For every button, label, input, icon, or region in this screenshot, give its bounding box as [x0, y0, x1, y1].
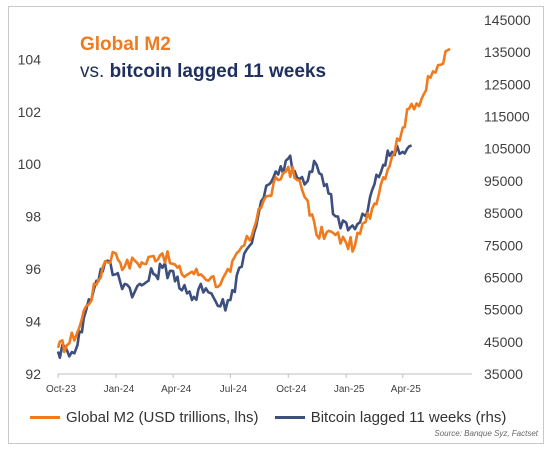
legend-item-m2: Global M2 (USD trillions, lhs)	[30, 409, 259, 426]
y-right-tick-label: 45000	[484, 334, 523, 350]
x-tick-label: Jan-24	[104, 384, 135, 395]
legend-label-btc: Bitcoin lagged 11 weeks (rhs)	[310, 409, 507, 426]
x-tick-label: Jan-25	[334, 384, 365, 395]
legend-item-btc: Bitcoin lagged 11 weeks (rhs)	[274, 409, 507, 426]
y-right-tick-label: 115000	[484, 109, 530, 125]
y-right-tick-label: 135000	[484, 44, 531, 60]
source-note: Source: Banque Syz, Factset	[434, 429, 538, 438]
x-tick-label: Oct-23	[46, 384, 76, 395]
y-left-tick-label: 104	[18, 51, 42, 67]
y-right-tick-label: 95000	[484, 173, 523, 189]
y-right-tick-label: 85000	[484, 205, 523, 221]
y-left-tick-label: 102	[18, 104, 42, 120]
legend-label-m2: Global M2 (USD trillions, lhs)	[66, 409, 259, 426]
y-right-tick-label: 125000	[484, 76, 531, 92]
chart-legend: Global M2 (USD trillions, lhs) Bitcoin l…	[30, 406, 518, 426]
x-tick-label: Jul-24	[220, 384, 248, 395]
x-tick-label: Apr-25	[391, 384, 421, 395]
y-left-tick-label: 98	[25, 209, 41, 225]
y-left-tick-label: 94	[25, 314, 41, 330]
chart-title-line2: vs. bitcoin lagged 11 weeks	[80, 61, 326, 83]
y-left-tick-label: 100	[18, 156, 42, 172]
x-tick-label: Apr-24	[161, 384, 191, 395]
y-left-tick-label: 92	[25, 366, 41, 382]
chart-frame	[8, 6, 544, 444]
y-right-tick-label: 65000	[484, 269, 523, 285]
y-right-tick-label: 55000	[484, 302, 523, 318]
chart-title-line1: Global M2	[80, 34, 171, 55]
y-right-tick-label: 35000	[484, 366, 523, 382]
chart-title-prefix: vs.	[80, 61, 110, 82]
y-right-tick-label: 145000	[484, 12, 531, 28]
y-left-tick-label: 96	[25, 261, 41, 277]
series-line-btc	[56, 144, 413, 359]
legend-swatch-m2	[30, 416, 60, 419]
chart-title-bold: bitcoin lagged 11 weeks	[109, 61, 327, 82]
y-right-tick-label: 105000	[484, 141, 531, 157]
y-right-tick-label: 75000	[484, 237, 523, 253]
series-line-m2	[56, 47, 451, 354]
legend-swatch-btc	[274, 416, 305, 419]
x-tick-label: Oct-24	[276, 384, 306, 395]
